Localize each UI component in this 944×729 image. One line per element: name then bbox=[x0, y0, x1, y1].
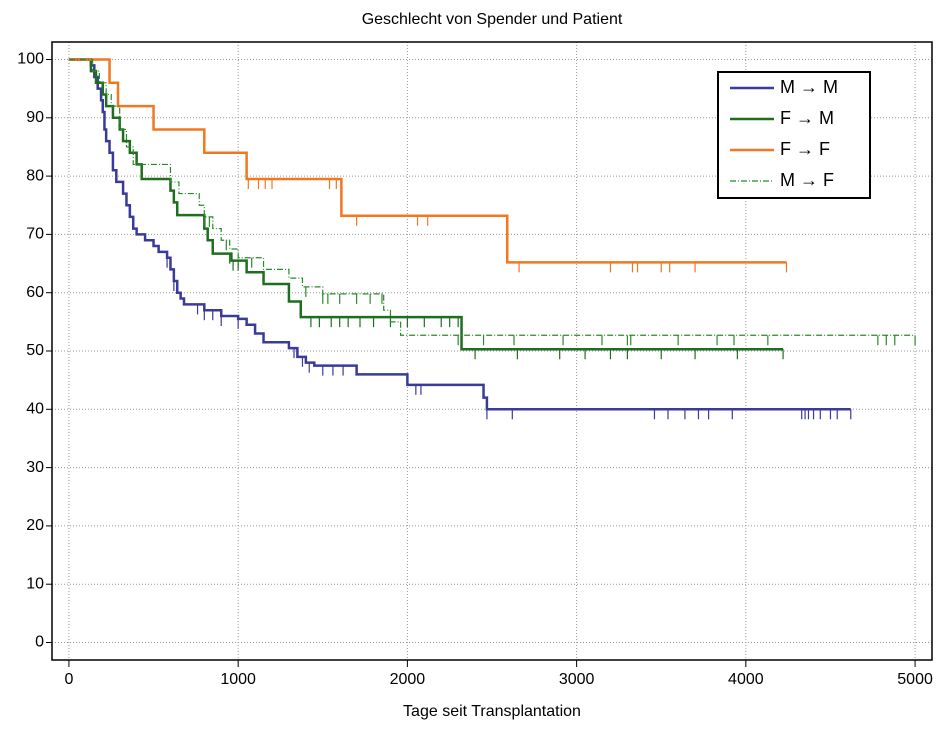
y-tick-label: 90 bbox=[26, 109, 44, 126]
y-tick-label: 0 bbox=[35, 634, 44, 651]
x-tick-label: 5000 bbox=[897, 671, 933, 688]
legend-label: M → F bbox=[780, 170, 834, 190]
legend-label: F → F bbox=[780, 139, 830, 159]
legend-label: M → M bbox=[780, 77, 838, 97]
y-tick-label: 40 bbox=[26, 401, 44, 418]
x-tick-label: 2000 bbox=[390, 671, 426, 688]
y-tick-label: 20 bbox=[26, 517, 44, 534]
y-tick-label: 80 bbox=[26, 167, 44, 184]
y-tick-label: 70 bbox=[26, 226, 44, 243]
y-tick-label: 100 bbox=[17, 51, 44, 68]
chart-title: Geschlecht von Spender und Patient bbox=[362, 11, 623, 28]
x-axis-label: Tage seit Transplantation bbox=[403, 703, 581, 720]
survival-line bbox=[68, 58, 784, 351]
survival-line bbox=[68, 58, 916, 336]
survival-line bbox=[68, 58, 851, 411]
y-tick-label: 30 bbox=[26, 459, 44, 476]
y-tick-label: 60 bbox=[26, 284, 44, 301]
plot-frame bbox=[51, 41, 933, 661]
x-tick-label: 4000 bbox=[728, 671, 764, 688]
x-tick-label: 3000 bbox=[559, 671, 595, 688]
x-tick-label: 1000 bbox=[220, 671, 256, 688]
legend-box bbox=[717, 71, 871, 199]
legend-label: F → M bbox=[780, 108, 834, 128]
survival-line bbox=[68, 58, 787, 264]
y-tick-label: 10 bbox=[26, 575, 44, 592]
y-tick-label: 50 bbox=[26, 342, 44, 359]
x-tick-label: 0 bbox=[64, 671, 73, 688]
